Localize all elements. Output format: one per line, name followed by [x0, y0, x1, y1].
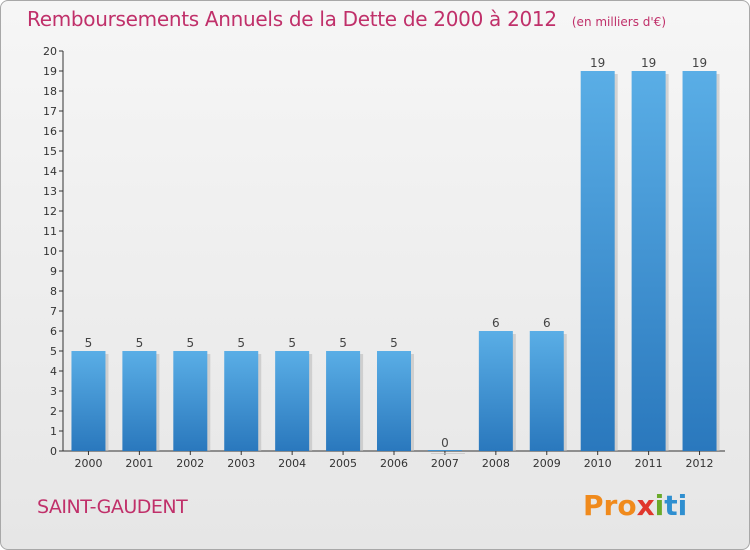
y-tick-label: 17 [43, 105, 57, 118]
chart-title: Remboursements Annuels de la Dette de 20… [27, 7, 557, 31]
y-tick-label: 4 [50, 365, 57, 378]
data-label: 19 [590, 56, 605, 70]
y-tick-label: 10 [43, 245, 57, 258]
y-tick-label: 18 [43, 85, 57, 98]
bar [478, 331, 513, 451]
x-tick-label: 2012 [686, 457, 714, 470]
y-tick-label: 14 [43, 165, 57, 178]
data-label: 5 [288, 336, 296, 350]
y-tick-label: 8 [50, 285, 57, 298]
data-label: 0 [441, 436, 449, 450]
bar [631, 71, 666, 451]
x-tick-label: 2005 [329, 457, 357, 470]
data-label: 6 [543, 316, 551, 330]
x-tick-label: 2006 [380, 457, 408, 470]
y-tick-label: 5 [50, 345, 57, 358]
x-tick-label: 2009 [533, 457, 561, 470]
data-label: 5 [339, 336, 347, 350]
x-axis: 2000 2001 2002 2003 2004 2005 2006 2007 2008 2009… [63, 450, 725, 470]
x-tick-label: 2000 [74, 457, 102, 470]
y-tick-label: 2 [50, 405, 57, 418]
bar [529, 331, 564, 451]
y-tick-label: 3 [50, 385, 57, 398]
bar [173, 351, 208, 451]
y-tick-label: 16 [43, 125, 57, 138]
proxiti-logo[interactable]: Proxiti [583, 489, 687, 522]
logo-part-i: i [654, 489, 665, 522]
y-tick-label: 15 [43, 145, 57, 158]
bar [682, 71, 717, 451]
data-label: 5 [390, 336, 398, 350]
chart-subtitle: (en milliers d'€) [571, 15, 666, 29]
data-label: 5 [237, 336, 245, 350]
commune-name: SAINT-GAUDENT [37, 496, 188, 518]
bar [580, 71, 615, 451]
y-tick-label: 12 [43, 205, 57, 218]
y-tick-label: 1 [50, 425, 57, 438]
bar [122, 351, 157, 451]
bar [71, 351, 106, 451]
y-tick-label: 0 [50, 445, 57, 458]
x-tick-label: 2010 [584, 457, 612, 470]
y-tick-label: 13 [43, 185, 57, 198]
x-tick-label: 2007 [431, 457, 459, 470]
data-label: 19 [692, 56, 707, 70]
bar [224, 351, 259, 451]
data-label: 5 [85, 336, 93, 350]
bar [326, 351, 361, 451]
x-tick-label: 2002 [176, 457, 204, 470]
x-tick-label: 2004 [278, 457, 306, 470]
bar [275, 351, 310, 451]
data-label: 6 [492, 316, 500, 330]
logo-part-pro: Pro [583, 489, 637, 522]
data-label: 5 [136, 336, 144, 350]
chart-title-row: Remboursements Annuels de la Dette de 20… [27, 7, 666, 31]
y-tick-label: 9 [50, 265, 57, 278]
data-label: 19 [641, 56, 656, 70]
x-tick-label: 2001 [125, 457, 153, 470]
bar [377, 351, 411, 451]
bar-shadow [430, 453, 465, 454]
logo-part-ti: ti [664, 489, 688, 522]
y-tick-label: 7 [50, 305, 57, 318]
y-tick-label: 19 [43, 65, 57, 78]
y-tick-label: 11 [43, 225, 57, 238]
x-tick-label: 2008 [482, 457, 510, 470]
bar [427, 450, 462, 451]
x-tick-label: 2003 [227, 457, 255, 470]
y-tick-label: 6 [50, 325, 57, 338]
bars: 5 5 5 5 5 5 5 0 6 6 19 19 19 [71, 56, 720, 454]
data-label: 5 [186, 336, 194, 350]
x-tick-label: 2011 [635, 457, 663, 470]
y-tick-label: 20 [43, 45, 57, 58]
logo-part-x: x [636, 489, 655, 522]
